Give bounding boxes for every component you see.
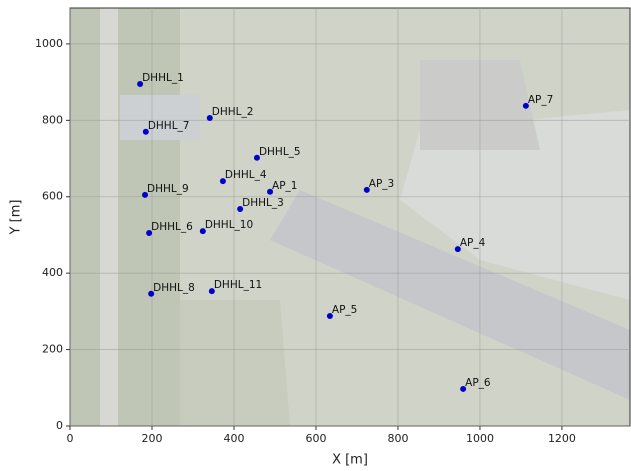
point-label: AP_1 <box>272 180 297 192</box>
x-axis-label: X [m] <box>332 453 368 468</box>
point-label: DHHL_6 <box>151 221 193 233</box>
x-tick-label: 1200 <box>548 432 576 445</box>
point-label: DHHL_8 <box>153 282 195 294</box>
x-tick-label: 600 <box>305 432 326 445</box>
point-label: DHHL_7 <box>148 120 190 132</box>
point-label: DHHL_3 <box>242 197 284 209</box>
background-image <box>70 8 630 426</box>
point-label: DHHL_2 <box>212 106 254 118</box>
point-label: DHHL_5 <box>259 146 301 158</box>
point-label: DHHL_11 <box>214 279 262 291</box>
y-tick-label: 1000 <box>35 37 63 50</box>
y-tick-label: 600 <box>42 190 63 203</box>
point-label: AP_7 <box>528 94 553 106</box>
x-tick-label: 1000 <box>466 432 494 445</box>
point-label: DHHL_4 <box>225 169 267 181</box>
point-label: AP_5 <box>332 304 357 316</box>
y-tick-label: 400 <box>42 266 63 279</box>
x-tick-label: 0 <box>67 432 74 445</box>
point-label: AP_3 <box>369 178 394 190</box>
chart: X [m] Y [m] 0 200 400 600 800 1000 1200 0 200 400… <box>0 0 631 471</box>
point-label: AP_4 <box>460 237 486 249</box>
y-tick-label: 0 <box>56 419 63 432</box>
y-axis-label: Y [m] <box>9 200 24 236</box>
point-label: AP_6 <box>465 377 491 389</box>
point-label: DHHL_9 <box>147 183 189 195</box>
y-tick-label: 200 <box>42 343 63 356</box>
x-tick-label: 200 <box>141 432 162 445</box>
y-tick-label: 800 <box>42 113 63 126</box>
point-label: DHHL_1 <box>142 72 184 84</box>
x-tick-label: 800 <box>387 432 408 445</box>
x-tick-label: 400 <box>223 432 244 445</box>
point-label: DHHL_10 <box>205 219 253 231</box>
